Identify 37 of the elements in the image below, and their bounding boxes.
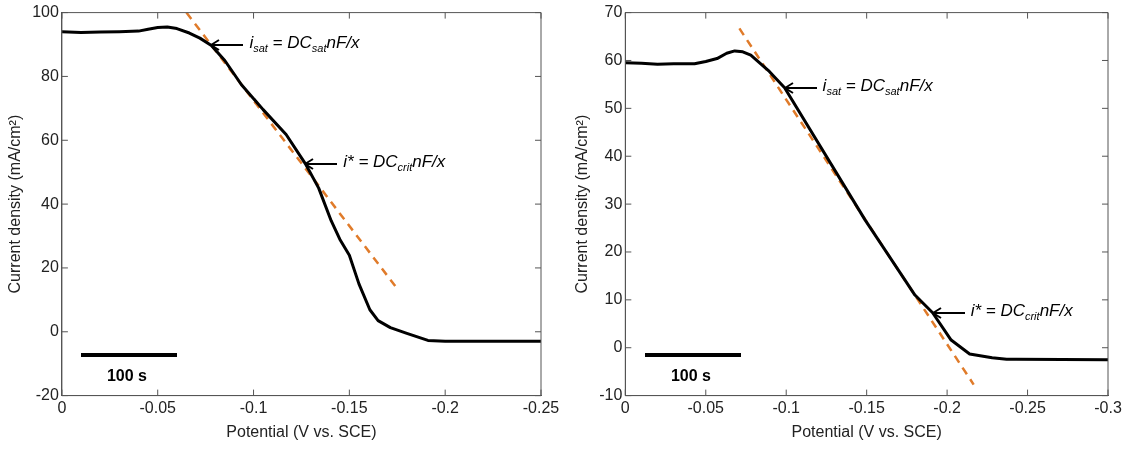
- y-tick-label: 60: [604, 50, 623, 68]
- y-tick-label: -20: [35, 386, 59, 404]
- annotation: i$_{sat}$ = DC$_{sat}$nF/x: [249, 33, 360, 55]
- x-tick-label: -0.1: [772, 398, 801, 416]
- annotation: i$_{sat}$ = DC$_{sat}$nF/x: [822, 75, 933, 98]
- x-tick-label: -0.05: [139, 398, 177, 416]
- annotation: 100 s: [106, 367, 148, 386]
- x-tick-label: -0.3: [1094, 398, 1122, 416]
- y-tick-label: 40: [604, 146, 623, 164]
- x-tick-label: -0.25: [1009, 398, 1046, 416]
- y-tick-label: 80: [41, 66, 59, 84]
- x-tick-label: -0.05: [687, 398, 725, 416]
- y-tick-label: 0: [49, 322, 59, 340]
- y-tick-label: 30: [604, 194, 623, 212]
- y-tick-label: 60: [41, 130, 59, 148]
- y-tick-label: 70: [604, 3, 623, 21]
- y-tick-label: -10: [599, 386, 623, 404]
- y-tick-label: 20: [41, 258, 59, 276]
- x-axis-title: Potential (V vs. SCE): [226, 422, 377, 440]
- y-tick-label: 0: [613, 338, 623, 356]
- x-tick-label: -0.15: [331, 398, 368, 416]
- annotation: 100 s: [670, 367, 711, 386]
- y-tick-label: 100: [32, 3, 59, 21]
- y-tick-label: 20: [604, 242, 623, 260]
- x-tick-label: -0.25: [522, 398, 560, 416]
- x-tick-label: -0.2: [431, 398, 460, 416]
- x-tick-label: -0.1: [239, 398, 268, 416]
- y-axis-title: Current density (mA/cm²): [573, 114, 591, 294]
- y-tick-label: 50: [604, 98, 623, 116]
- y-tick-label: 10: [604, 290, 623, 308]
- x-tick-label: -0.15: [848, 398, 885, 416]
- annotation: i* = DC$_{crit}$nF/x: [970, 300, 1073, 323]
- x-axis-title: Potential (V vs. SCE): [791, 422, 942, 440]
- annotation: i* = DC$_{crit}$nF/x: [343, 151, 446, 173]
- x-tick-label: -0.2: [933, 398, 961, 416]
- y-tick-label: 40: [41, 194, 59, 212]
- y-axis-title: Current density (mA/cm²): [6, 114, 24, 294]
